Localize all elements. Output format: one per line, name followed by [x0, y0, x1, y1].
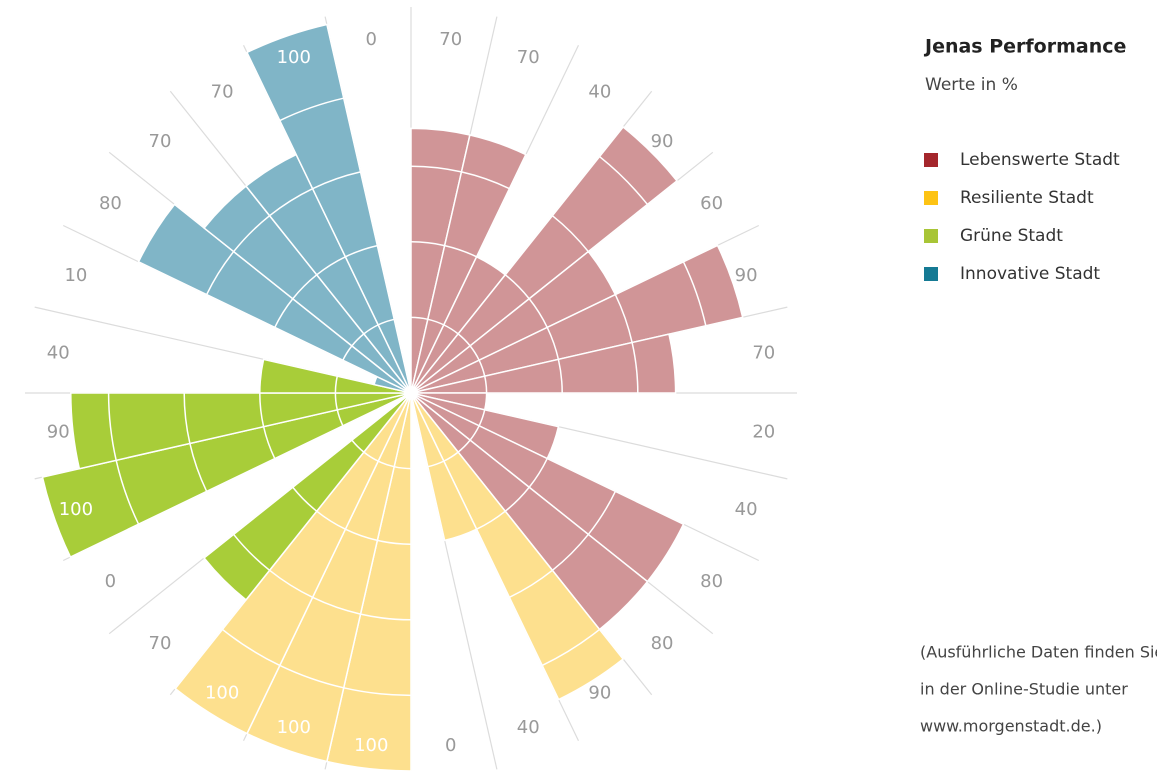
note: in der Online-Studie unter — [920, 680, 1128, 699]
value-label: 80 — [99, 193, 122, 214]
wedge — [410, 125, 679, 394]
ring-line — [205, 251, 235, 295]
value-label: 80 — [651, 633, 674, 654]
wedge — [410, 134, 527, 394]
ring-line — [509, 569, 553, 599]
chart-subtitle: Werte in % — [925, 75, 1018, 95]
value-label: 70 — [149, 131, 172, 152]
wedge — [70, 392, 412, 470]
ring-line — [557, 359, 563, 394]
ring-line — [189, 443, 208, 492]
wedge — [259, 358, 412, 394]
legend-label: Resiliente Stadt — [960, 188, 1094, 208]
ring-line — [551, 533, 589, 571]
ring-line — [312, 596, 361, 615]
legend-swatch — [924, 153, 938, 167]
wedge — [410, 333, 677, 394]
ring-line — [360, 613, 412, 621]
ring-line — [292, 486, 318, 512]
ring-line — [461, 171, 510, 190]
ring-line — [221, 628, 281, 667]
value-label: 70 — [752, 342, 775, 363]
value-label: 0 — [366, 29, 377, 50]
ring-line — [410, 165, 462, 173]
ring-line — [351, 439, 365, 453]
legend-label: Grüne Stadt — [960, 226, 1063, 246]
ring-line — [682, 261, 707, 326]
ring-line — [631, 342, 639, 394]
wedge — [410, 244, 744, 394]
value-label: 10 — [64, 265, 87, 286]
note: (Ausführliche Daten finden Sie — [920, 643, 1157, 662]
value-label: 60 — [700, 193, 723, 214]
ring-line — [233, 533, 271, 571]
wedge — [137, 203, 412, 394]
value-label: 40 — [588, 81, 611, 102]
value-label: 70 — [517, 47, 540, 68]
value-label: 40 — [735, 499, 758, 520]
ring-line — [269, 569, 313, 599]
value-label: 100 — [354, 735, 388, 756]
value-label: 90 — [47, 422, 70, 443]
value-label: 70 — [439, 29, 462, 50]
wedge — [410, 392, 478, 542]
legend-swatch — [924, 267, 938, 281]
wedge — [203, 392, 412, 601]
value-label: 40 — [517, 717, 540, 738]
value-label: 100 — [277, 47, 311, 68]
ring-line — [233, 215, 271, 253]
value-label: 90 — [588, 683, 611, 704]
chart-title: Jenas Performance — [923, 36, 1126, 58]
value-label: 100 — [59, 499, 93, 520]
value-label: 90 — [651, 131, 674, 152]
wedge — [410, 392, 625, 701]
ring-line — [269, 187, 313, 217]
value-label: 70 — [149, 633, 172, 654]
ring-line — [115, 460, 140, 525]
ring-line — [587, 491, 617, 535]
ring-line — [334, 376, 339, 394]
note: www.morgenstadt.de.) — [920, 717, 1102, 736]
legend-swatch — [924, 229, 938, 243]
value-label: 80 — [700, 571, 723, 592]
value-label: 70 — [211, 81, 234, 102]
ring-line — [183, 392, 191, 444]
ring-line — [345, 244, 378, 258]
ring-line — [343, 687, 412, 697]
ring-line — [614, 294, 633, 343]
ring-line — [377, 318, 395, 326]
value-label: 0 — [445, 735, 456, 756]
legend-label: Innovative Stadt — [960, 264, 1100, 284]
ring-line — [107, 392, 117, 461]
value-label: 20 — [752, 422, 775, 443]
ring-line — [551, 215, 589, 253]
ring-line — [279, 664, 344, 689]
value-label: 0 — [105, 571, 116, 592]
ring-line — [312, 171, 361, 190]
ring-line — [427, 460, 445, 468]
ring-line — [279, 97, 344, 122]
wedge — [174, 392, 412, 735]
value-label: 100 — [205, 683, 239, 704]
value-label: 100 — [277, 717, 311, 738]
ring-line — [541, 628, 601, 667]
ring-line — [599, 155, 649, 205]
legend-swatch — [924, 191, 938, 205]
legend-label: Lebenswerte Stadt — [960, 150, 1120, 170]
value-label: 90 — [735, 265, 758, 286]
value-label: 40 — [47, 342, 70, 363]
